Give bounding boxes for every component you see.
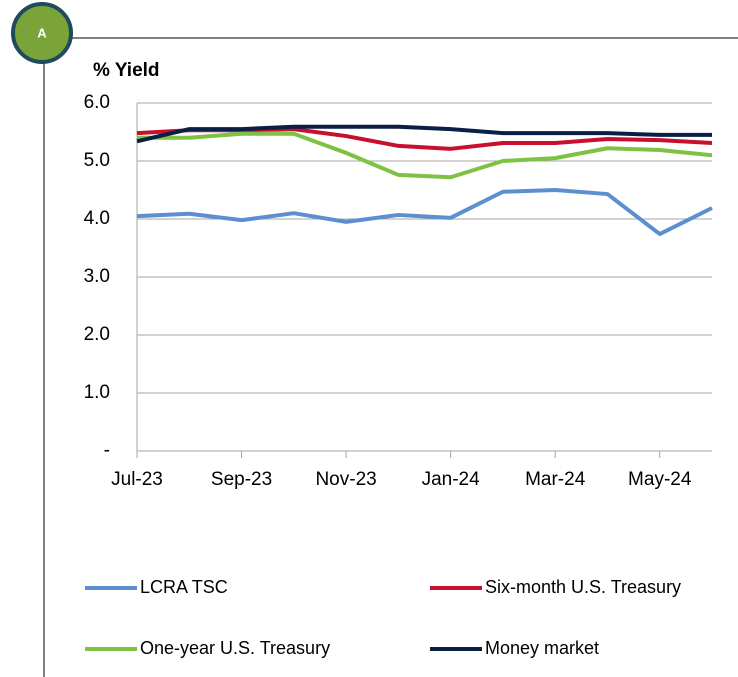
legend-label: LCRA TSC bbox=[140, 577, 228, 597]
badge bbox=[11, 2, 73, 64]
series-line bbox=[136, 188, 713, 237]
legend-label: One-year U.S. Treasury bbox=[140, 638, 330, 658]
y-tick-label: - bbox=[104, 440, 110, 461]
x-tick-label: Jan-24 bbox=[422, 469, 481, 490]
x-tick-label: Mar-24 bbox=[525, 469, 586, 490]
x-tick-label: Nov-23 bbox=[315, 469, 376, 490]
badge-label: A bbox=[37, 25, 47, 40]
y-tick-label: 6.0 bbox=[84, 92, 110, 113]
legend-label: Money market bbox=[485, 638, 599, 658]
y-tick-label: 3.0 bbox=[84, 266, 110, 287]
series-line bbox=[137, 131, 713, 180]
y-tick-label: 4.0 bbox=[84, 208, 110, 229]
x-tick-label: May-24 bbox=[628, 469, 692, 490]
y-tick-label: 5.0 bbox=[84, 150, 110, 171]
x-tick-label: Jul-23 bbox=[111, 469, 163, 490]
legend-label: Six-month U.S. Treasury bbox=[485, 577, 681, 597]
y-tick-label: 2.0 bbox=[84, 324, 110, 345]
y-tick-label: 1.0 bbox=[84, 382, 110, 403]
chart-title: % Yield bbox=[93, 60, 160, 81]
x-tick-label: Sep-23 bbox=[211, 469, 272, 490]
series-line bbox=[136, 124, 712, 144]
